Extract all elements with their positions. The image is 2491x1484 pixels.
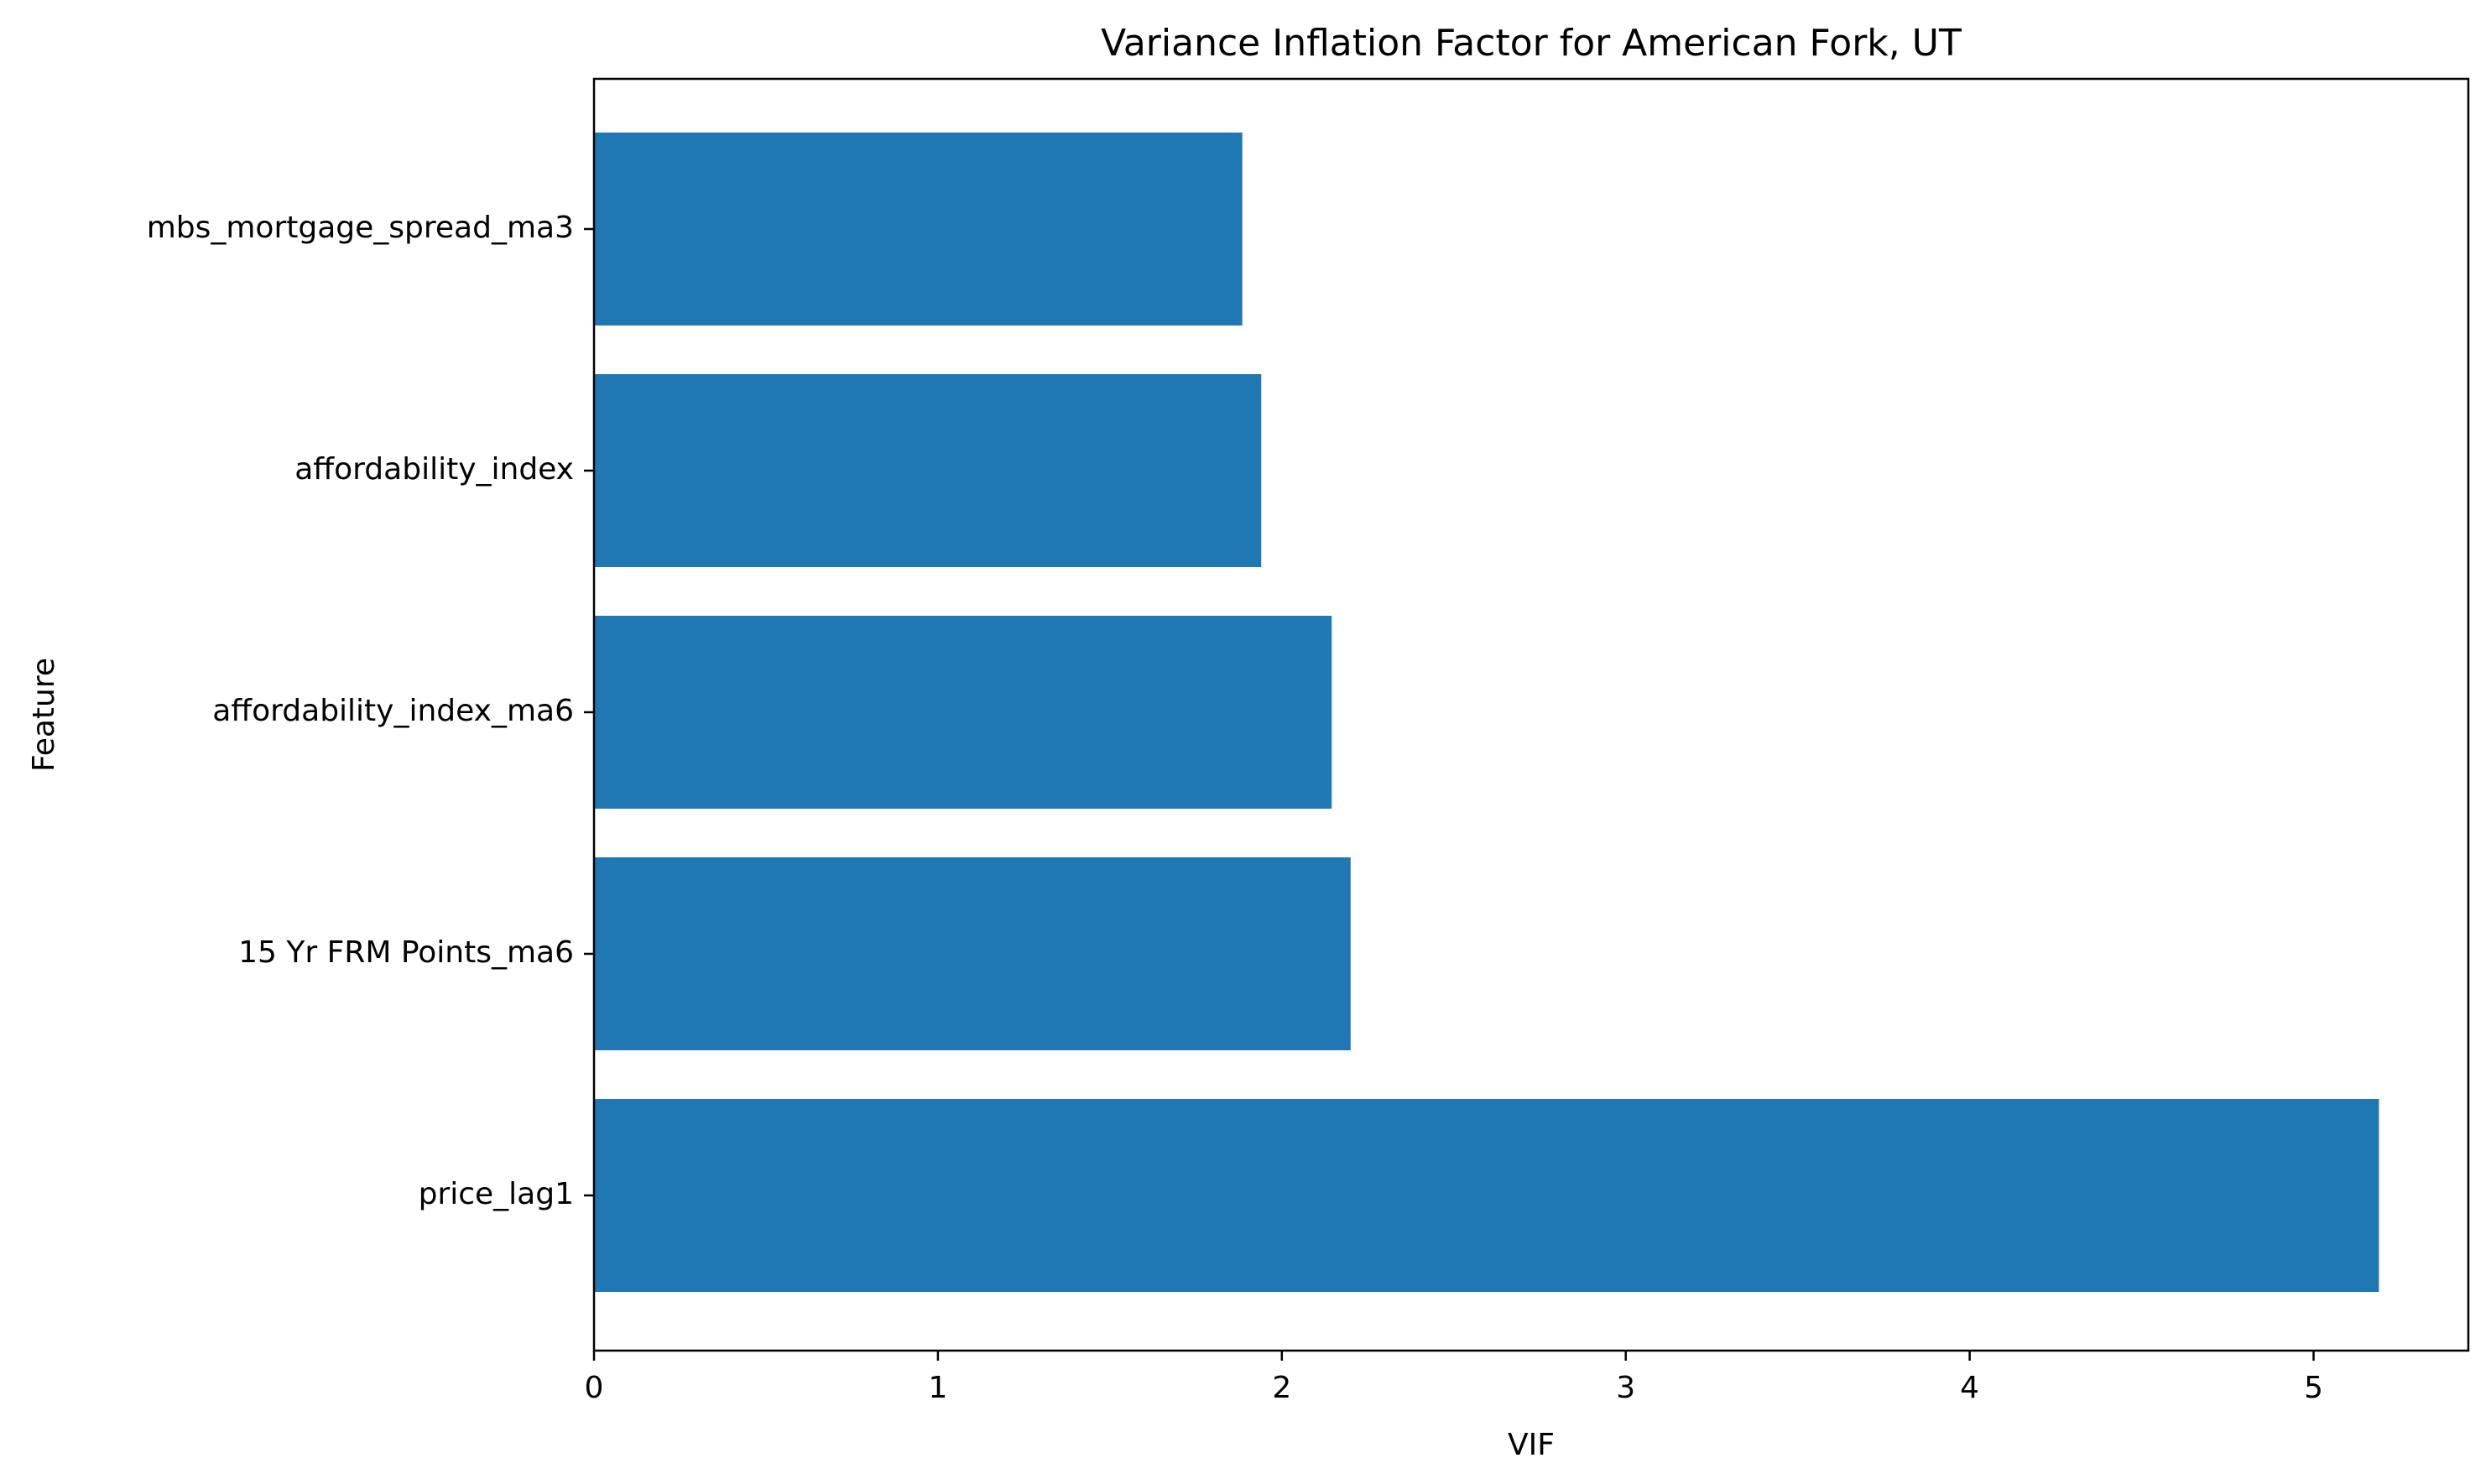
x-tick-label: 3: [1616, 1371, 1635, 1405]
y-axis-label: Feature: [27, 658, 61, 772]
bar-1: [594, 857, 1351, 1050]
y-axis-ticks: price_lag1 15 Yr FRM Points_ma6 affordabil…: [147, 211, 594, 1211]
bar-4: [594, 133, 1243, 325]
bars-layer: [594, 133, 2379, 1292]
chart-title: Variance Inflation Factor for American F…: [1101, 22, 1962, 65]
x-tick-label: 1: [928, 1371, 947, 1405]
bar-2: [594, 616, 1332, 809]
x-axis-ticks: 0 1 2 3 4 5: [585, 1351, 2323, 1405]
y-tick-label: 15 Yr FRM Points_ma6: [238, 935, 574, 970]
bar-3: [594, 374, 1262, 567]
y-tick-label: affordability_index: [294, 452, 574, 487]
x-tick-label: 4: [1960, 1371, 1979, 1405]
x-axis-label: VIF: [1508, 1428, 1555, 1462]
y-tick-label: affordability_index_ma6: [212, 694, 574, 728]
y-tick-label: mbs_mortgage_spread_ma3: [147, 211, 574, 245]
x-tick-label: 2: [1272, 1371, 1291, 1405]
plot-frame: [592, 77, 2470, 1352]
x-tick-label: 0: [585, 1371, 604, 1405]
bar-0: [594, 1099, 2379, 1292]
y-tick-label: price_lag1: [419, 1177, 574, 1211]
x-tick-label: 5: [2304, 1371, 2323, 1405]
